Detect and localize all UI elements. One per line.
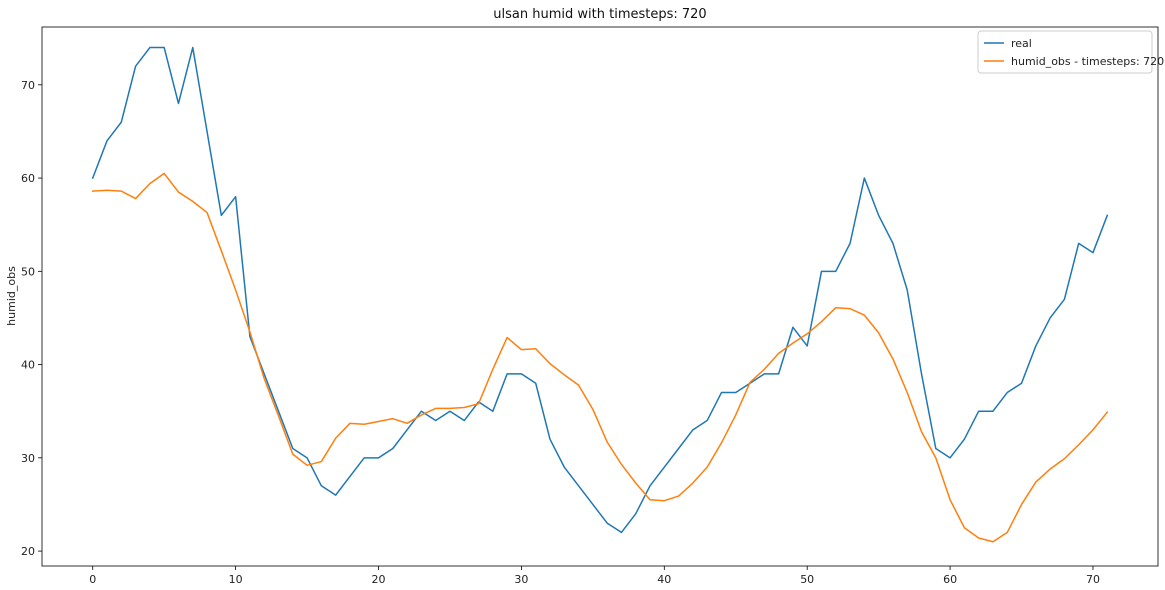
x-tick-label: 40 xyxy=(657,573,671,586)
plot-area: 0 10 20 30 40 50 60 70 20 30 40 50 60 70 real humid_obs… xyxy=(21,26,1164,586)
y-axis-title: humid_obs xyxy=(5,266,18,326)
chart-title: ulsan humid with timesteps: 720 xyxy=(493,7,706,22)
series-line-predicted xyxy=(91,172,1109,543)
legend-box xyxy=(977,30,1153,74)
plot-frame xyxy=(41,26,1159,567)
legend: real humid_obs - timesteps: 720 xyxy=(977,30,1164,74)
x-tick-label: 30 xyxy=(514,573,528,586)
series-line-real xyxy=(91,46,1109,534)
legend-label: real xyxy=(1011,37,1032,50)
y-tick-label: 30 xyxy=(21,452,35,465)
y-tick-label: 60 xyxy=(21,172,35,185)
x-tick-label: 10 xyxy=(229,573,243,586)
y-tick-label: 50 xyxy=(21,265,35,278)
legend-label: humid_obs - timesteps: 720 xyxy=(1011,55,1164,68)
y-tick-label: 70 xyxy=(21,79,35,92)
y-tick-label: 40 xyxy=(21,359,35,372)
x-tick-label: 60 xyxy=(943,573,957,586)
y-tick-label: 20 xyxy=(21,545,35,558)
x-tick-label: 20 xyxy=(372,573,386,586)
x-tick-label: 0 xyxy=(89,573,96,586)
x-tick-label: 50 xyxy=(800,573,814,586)
x-tick-label: 70 xyxy=(1086,573,1100,586)
